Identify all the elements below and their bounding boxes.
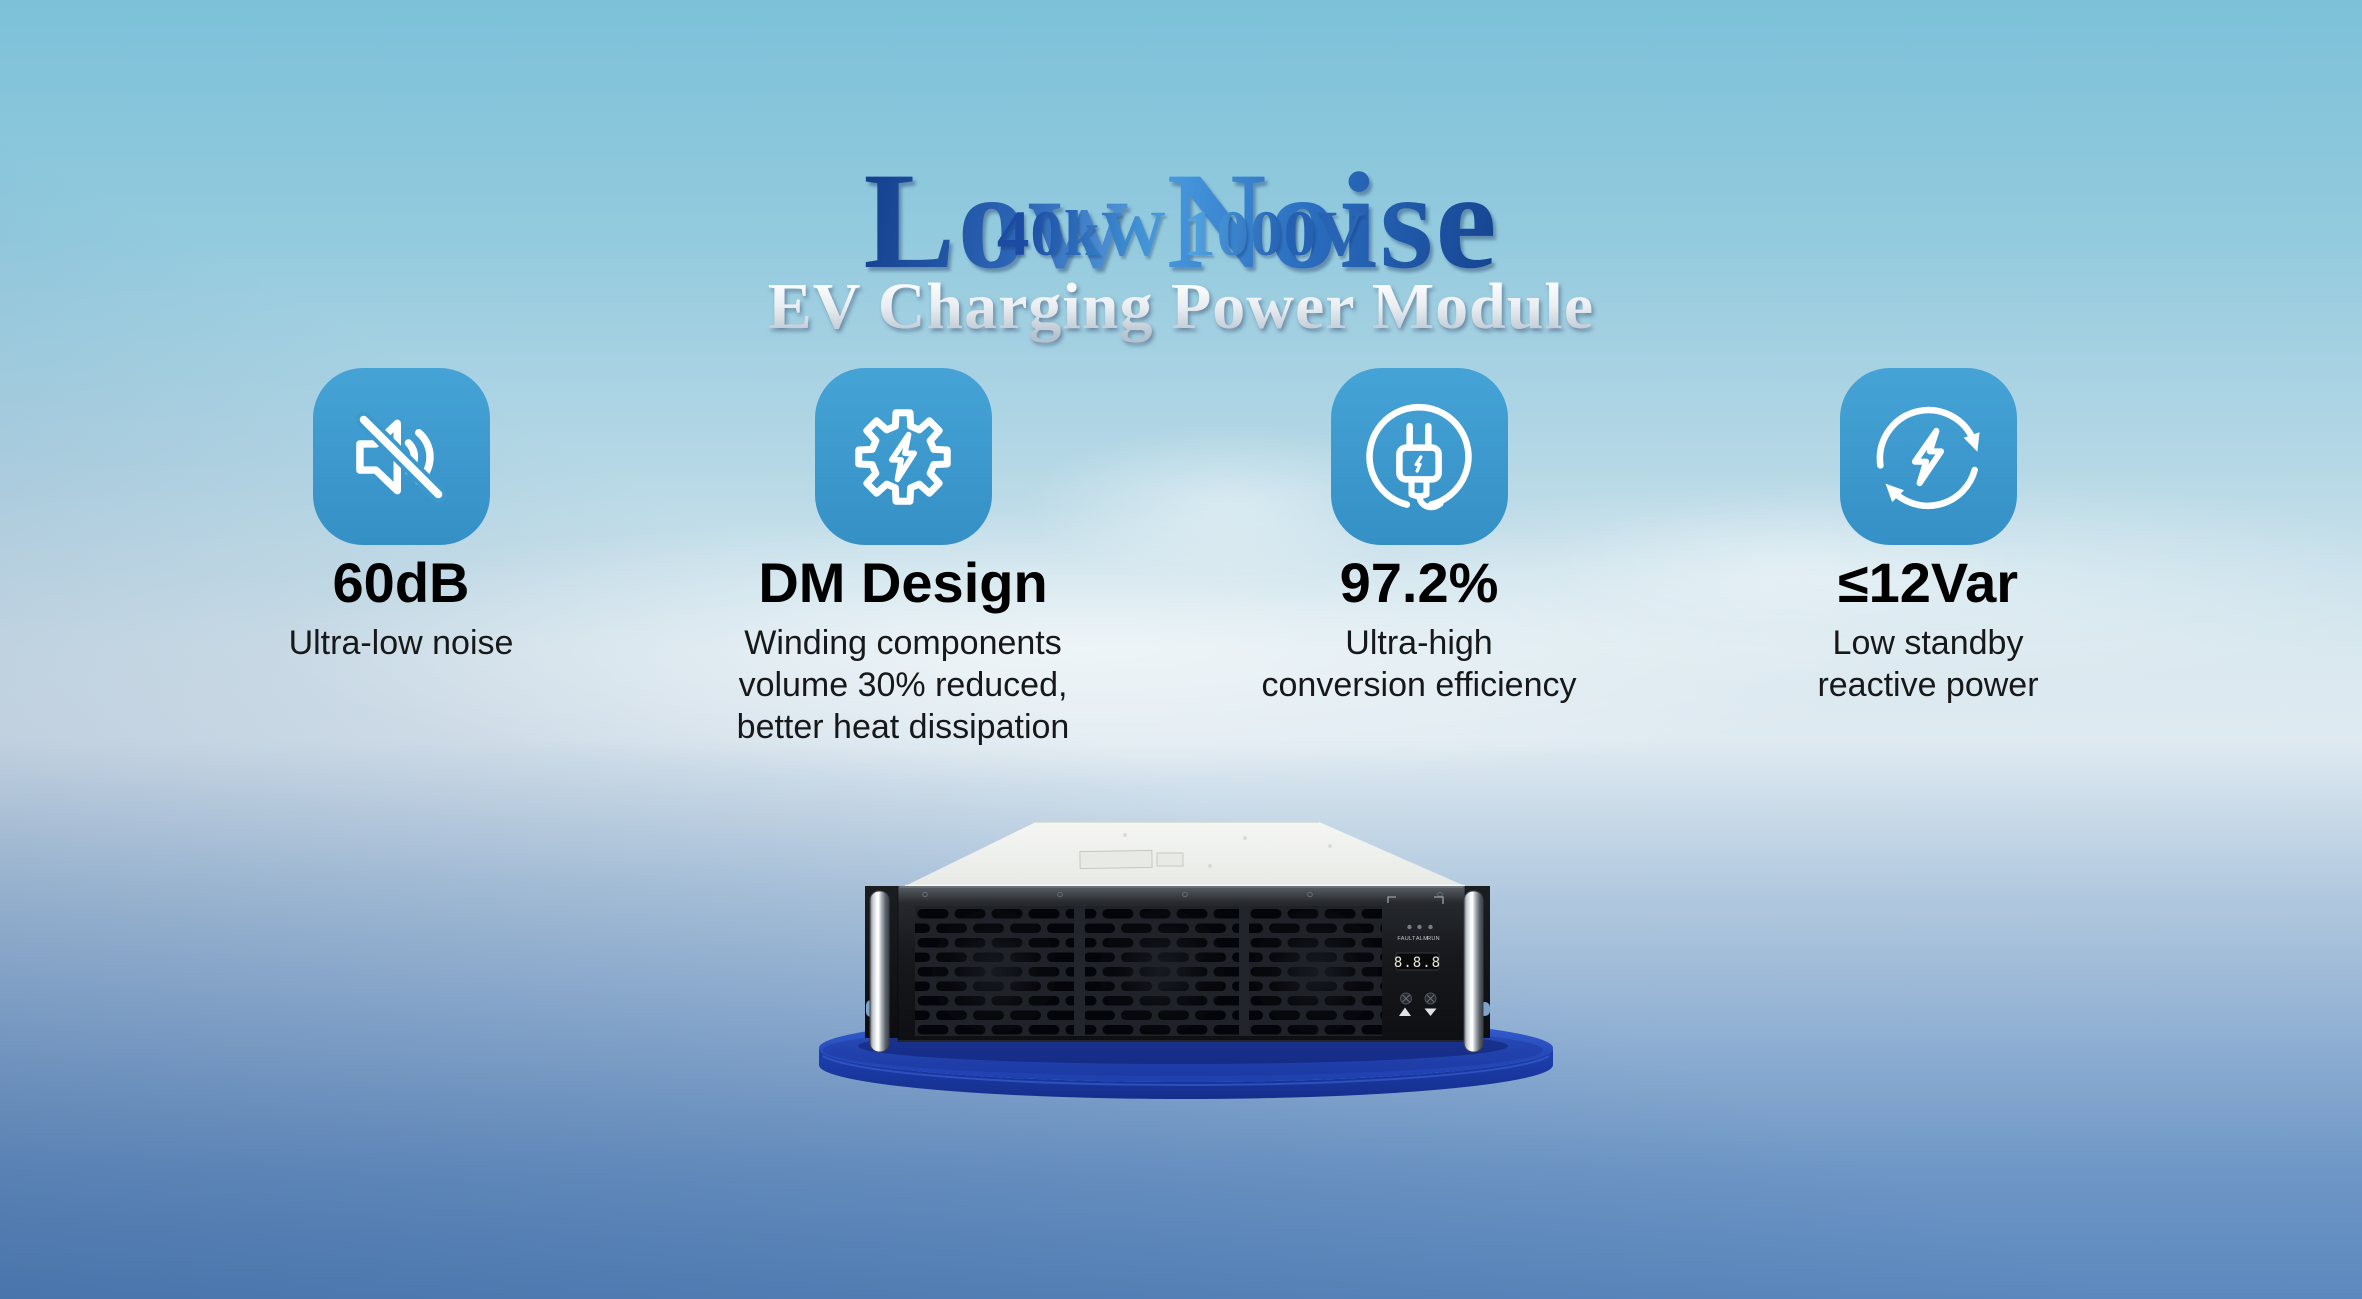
feature-card-reactive-power: ≤12Var Low standby reactive power (1698, 368, 2158, 706)
lightning-cycle-icon (1839, 368, 2017, 545)
subtitle-rating: 40kW 1000V (996, 198, 1366, 270)
gear-lightning-icon (814, 368, 992, 545)
feature-description: Ultra-high conversion efficiency (1261, 624, 1577, 704)
feature-title: 60dB (332, 551, 470, 614)
feature-description: Ultra-low noise (288, 624, 514, 662)
title-word-noise: Noise (1167, 144, 1499, 297)
feature-title: DM Design (758, 551, 1048, 614)
feature-card-efficiency: 97.2% Ultra-high conversion efficiency (1189, 368, 1649, 706)
feature-description: Winding components volume 30% reduced, bet… (736, 624, 1070, 746)
feature-title: ≤12Var (1837, 551, 2019, 614)
feature-title: 97.2% (1339, 551, 1499, 614)
page-title: Low Noise (0, 152, 2362, 290)
power-plug-icon (1330, 368, 1508, 545)
muted-speaker-icon (312, 368, 490, 545)
tagline-product-name: EV Charging Power Module (767, 270, 1595, 343)
feature-card-dm-design: DM Design Winding components volume 30% r… (673, 368, 1133, 748)
feature-card-noise: 60dB Ultra-low noise (171, 368, 631, 664)
feature-description: Low standby reactive power (1817, 624, 2039, 704)
title-word-low: Low (863, 144, 1130, 297)
